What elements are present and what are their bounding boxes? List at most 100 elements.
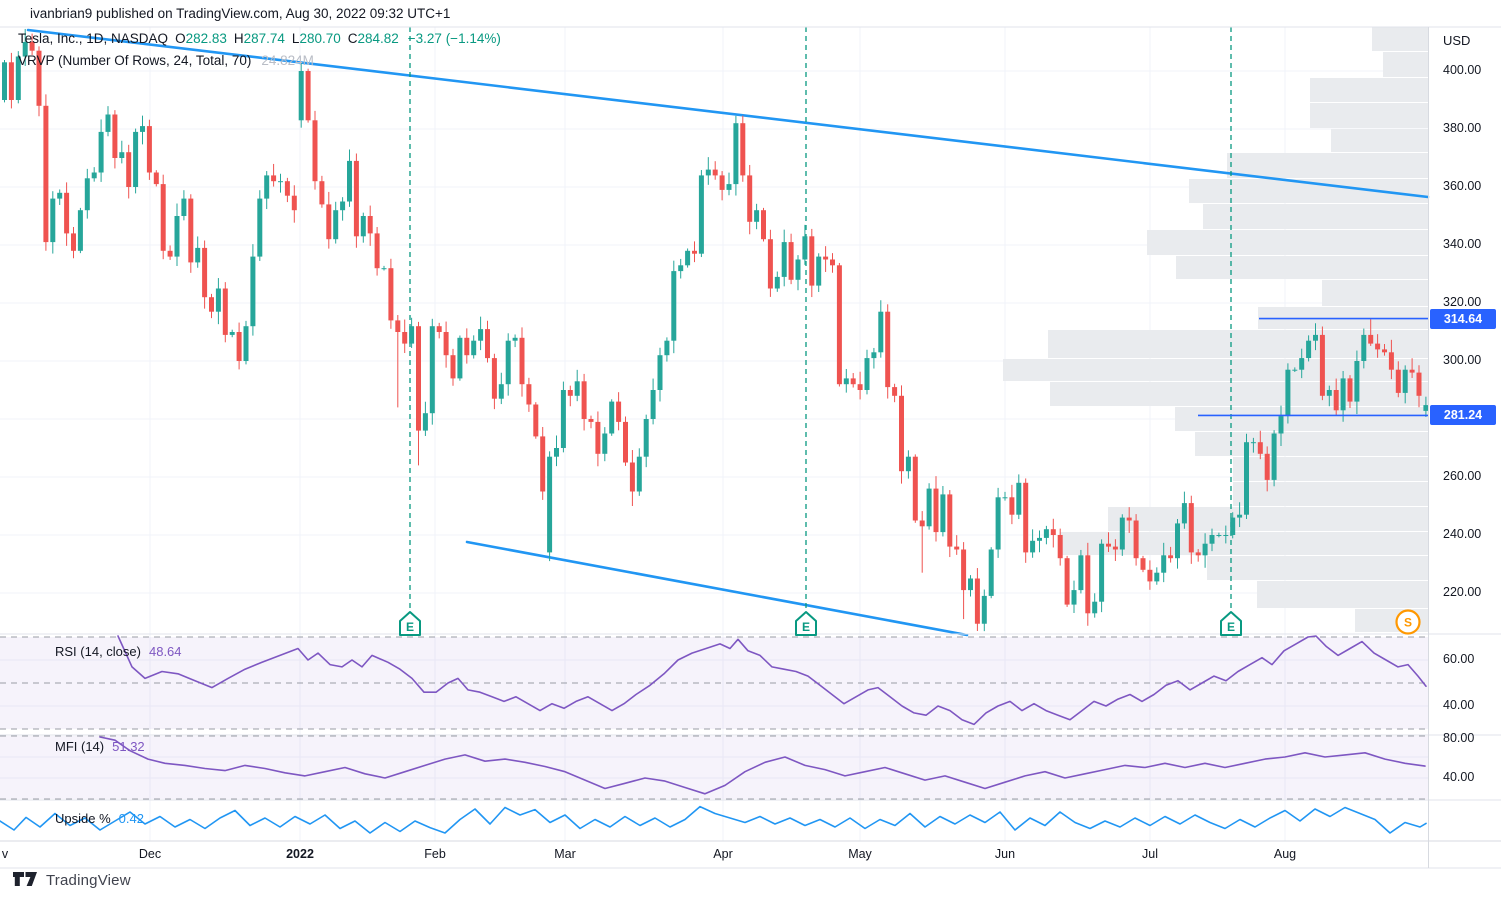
candle [823,256,829,260]
candle [243,326,249,361]
mfi-title: MFI (14) [55,739,105,754]
candle [988,549,994,596]
candle [1416,372,1422,396]
candle [1292,369,1298,371]
price-tick-label: 300.00 [1443,353,1482,367]
candle [788,242,794,280]
split-badge[interactable] [1395,609,1421,635]
candle [284,181,290,196]
volume-profile-row [1050,382,1428,406]
candle [671,271,677,341]
candle [1112,546,1118,550]
candle [857,384,863,390]
candle [905,456,911,472]
upside-legend[interactable]: Upside % 0.42 [55,811,144,826]
volume-profile-row [1257,581,1428,608]
tradingview-footer[interactable]: TradingView [12,871,131,889]
volume-profile-row [1331,129,1428,152]
candle [878,311,884,353]
candle [1188,503,1194,553]
candle [533,404,539,437]
rsi-title: RSI (14, close) [55,644,141,659]
candle [574,381,580,396]
time-tick-label: Apr [713,847,733,861]
candle [1375,343,1381,350]
candle [554,448,559,457]
time-tick-label: Dec [138,847,162,861]
candle [422,413,428,431]
candle [505,340,511,385]
indicator-legend-vrvp[interactable]: VRVP (Number Of Rows, 24, Total, 70) 24.8… [18,53,314,68]
upside-value: 0.42 [118,811,144,826]
rsi-legend[interactable]: RSI (14, close) 48.64 [55,644,182,659]
candle [1395,369,1401,393]
candle [112,114,118,158]
candle [8,62,14,100]
candle [64,192,70,234]
candle [712,169,718,176]
ohlc-key: L [291,31,300,46]
candle [167,250,173,257]
candle [1368,334,1374,344]
candle [954,546,960,550]
earnings-badge[interactable] [1220,611,1242,636]
candle [105,114,111,132]
split-badge-letter: S [1404,616,1412,630]
candle [1347,378,1353,402]
mfi-tick-label: 80.00 [1443,731,1475,745]
mfi-legend[interactable]: MFI (14) 51.32 [55,739,145,754]
candle [436,326,442,332]
candle [892,387,898,396]
candle [526,384,532,405]
candle [471,340,477,356]
candle [1161,555,1167,573]
tradingview-logo-icon [13,872,37,886]
ohlc-value: 287.74 [243,31,285,46]
candle [1106,543,1111,547]
candle [402,332,408,344]
volume-profile-row [1227,153,1428,178]
earnings-badge[interactable] [399,611,421,636]
candle [1092,601,1098,614]
trendline[interactable] [26,28,1430,199]
ohlc-key: O [175,31,186,46]
candle [733,123,739,185]
candle [1388,352,1394,370]
candle [91,172,97,179]
candle [22,42,28,57]
candle [602,433,608,454]
candle [1354,361,1360,402]
change-value: −3.27 (−1.14%) [407,31,501,46]
candle [381,268,387,270]
price-axis[interactable]: USD 400.00 380.00 360.00 340.00 320.00 300.00… [1428,27,1501,868]
candle [512,337,518,341]
trendline[interactable] [465,540,969,637]
ohlc-value: 280.70 [299,31,341,46]
candle [629,462,635,492]
candle [981,595,987,624]
time-tick-label: Aug [1273,847,1297,861]
price-tick-label: 400.00 [1443,63,1482,77]
candle [1326,390,1332,396]
candle [623,421,628,463]
candle [1250,442,1256,444]
price-tick-label: 380.00 [1443,121,1482,135]
earnings-badge[interactable] [795,611,817,636]
symbol-legend[interactable]: Tesla, Inc., 1D, NASDAQ O282.83 H287.74 L28… [18,31,501,46]
candle [754,210,760,222]
candle [464,337,470,356]
candle [353,160,359,237]
candle [1099,543,1105,602]
price-tick-label: 240.00 [1443,527,1482,541]
candle [761,210,766,240]
candle [1299,358,1305,370]
candle [257,198,263,257]
volume-value-dim: 24.824M [261,53,314,68]
candle [153,172,159,185]
candle [940,494,946,533]
candle [98,131,104,173]
volume-profile-row [1175,407,1428,431]
candle [540,436,546,492]
